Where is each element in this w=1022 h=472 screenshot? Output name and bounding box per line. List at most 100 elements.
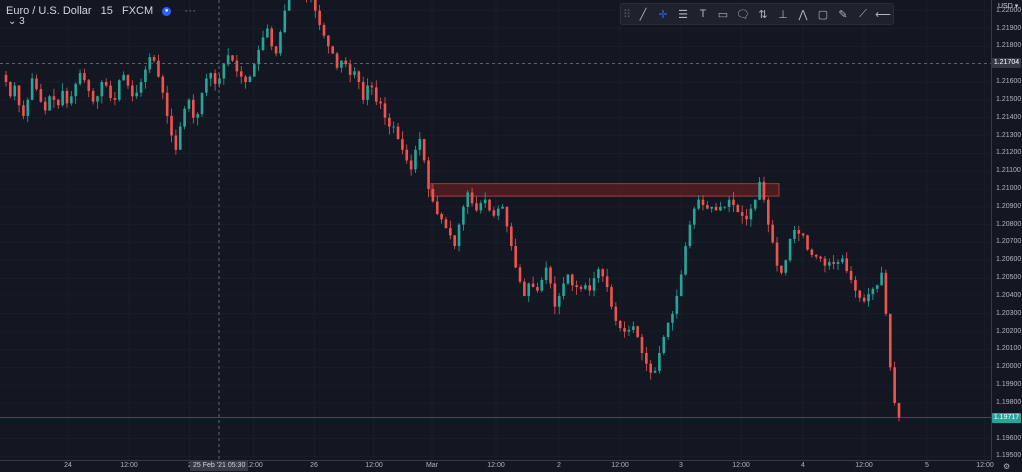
candle-body (440, 213, 443, 220)
candle-body (200, 92, 204, 115)
candle-body (719, 206, 722, 211)
candle-body (653, 370, 657, 373)
time-tick-label: 12:00 (120, 462, 138, 469)
candle-body (758, 181, 761, 200)
candle-body (557, 295, 561, 307)
candle-body (662, 336, 666, 354)
settings-gear-icon[interactable]: ⚙ (1003, 462, 1011, 471)
candle-body (845, 258, 849, 272)
candle-body (854, 279, 857, 291)
candle-body (78, 73, 82, 84)
candle-body (714, 206, 718, 211)
price-tick-label: 1.22000 (996, 6, 1022, 14)
candle-body (510, 226, 513, 247)
rectangle-icon[interactable]: ▢ (817, 8, 829, 21)
candle-body (466, 192, 470, 207)
candle-body (518, 267, 522, 282)
candle-body (87, 80, 91, 91)
text-icon[interactable]: T (699, 8, 707, 20)
candle-body (370, 85, 374, 88)
candle-body (231, 55, 234, 61)
price-range-icon[interactable]: ⇅ (758, 8, 768, 21)
candle-body (235, 60, 239, 72)
candle-body (113, 98, 117, 100)
grip-icon[interactable]: ⠿ (622, 8, 632, 21)
candle-body (540, 279, 544, 291)
time-tick-label: 12:00 (487, 462, 505, 469)
candle-body (74, 83, 77, 97)
pattern-icon[interactable]: ⋀ (798, 8, 808, 21)
candle-body (117, 80, 121, 100)
candle-body (192, 99, 195, 118)
candle-body (379, 101, 382, 104)
candle-body (723, 206, 727, 208)
measure-icon[interactable]: ⊥ (778, 8, 788, 21)
price-tick-label: 1.20100 (996, 345, 1022, 353)
price-tick-label: 1.21600 (996, 78, 1022, 85)
candle-body (636, 326, 639, 337)
candle-body (762, 181, 766, 200)
candle-body (610, 287, 613, 307)
candle-body (706, 205, 709, 209)
candle-body (749, 208, 753, 220)
candle-body (239, 71, 243, 77)
fib-retracement-icon[interactable]: ☰ (678, 8, 688, 21)
candle-body (135, 92, 138, 97)
price-tick-label: 1.21300 (996, 131, 1022, 139)
candle-body (357, 71, 361, 83)
symbol-legend[interactable]: Euro / U.S. Dollar 15 FXCM ● ··· (6, 3, 202, 17)
candle-body (841, 258, 844, 263)
candle-body (409, 160, 413, 170)
candle-body (828, 262, 831, 266)
candle-body (566, 274, 570, 284)
candle-body (274, 46, 278, 54)
price-chart[interactable] (0, 0, 991, 460)
price-axis[interactable] (991, 0, 1022, 460)
candle-body (22, 105, 25, 116)
candle-body (209, 73, 213, 79)
price-tick-label: 1.21400 (996, 113, 1022, 121)
indicators-collapse-toggle[interactable]: ⌄ 3 (8, 16, 25, 27)
candle-body (819, 256, 822, 259)
candle-body (897, 402, 901, 418)
candle-body (479, 203, 483, 211)
path-icon[interactable]: ⟋ (859, 7, 867, 20)
market-status-icon: ● (162, 6, 172, 16)
crosshair-icon[interactable]: ✛ (658, 8, 668, 21)
price-tick-label: 1.19500 (996, 452, 1022, 460)
price-tick-label: 1.19600 (996, 434, 1022, 442)
candle-body (597, 269, 600, 279)
candle-body (832, 262, 835, 264)
candle-body (753, 199, 757, 209)
candle-body (70, 96, 73, 104)
candle-body (880, 272, 883, 286)
brush-icon[interactable]: ✎ (838, 8, 848, 21)
price-tick-label: 1.20200 (996, 327, 1022, 335)
note-icon[interactable]: 🗨 (736, 8, 750, 21)
candle-body (727, 199, 731, 207)
more-options-icon[interactable]: ··· (184, 3, 197, 17)
candle-body (61, 90, 64, 106)
currency-selector[interactable]: USD ▾ (998, 2, 1018, 10)
horizontal-line-icon[interactable]: ⟵ (875, 8, 891, 21)
candle-body (126, 74, 130, 86)
candle-body (148, 57, 152, 70)
candle-body (666, 322, 670, 337)
candle-body (318, 10, 321, 25)
candle-body (618, 320, 622, 329)
candle-body (335, 53, 339, 68)
candle-series (4, 0, 901, 422)
candle-body (884, 272, 888, 314)
candle-body (806, 235, 809, 250)
resistance-rectangle[interactable] (430, 183, 780, 197)
callout-icon[interactable]: ▭ (717, 8, 729, 21)
candle-body (266, 28, 269, 38)
trend-line-icon[interactable]: ╱ (639, 8, 647, 21)
candle-body (788, 238, 792, 261)
candle-body (205, 78, 208, 93)
price-tick-label: 1.21500 (996, 95, 1022, 103)
candle-body (161, 76, 165, 93)
price-tick-label: 1.20900 (996, 202, 1022, 210)
candle-body (575, 285, 578, 288)
candle-body (340, 60, 343, 68)
